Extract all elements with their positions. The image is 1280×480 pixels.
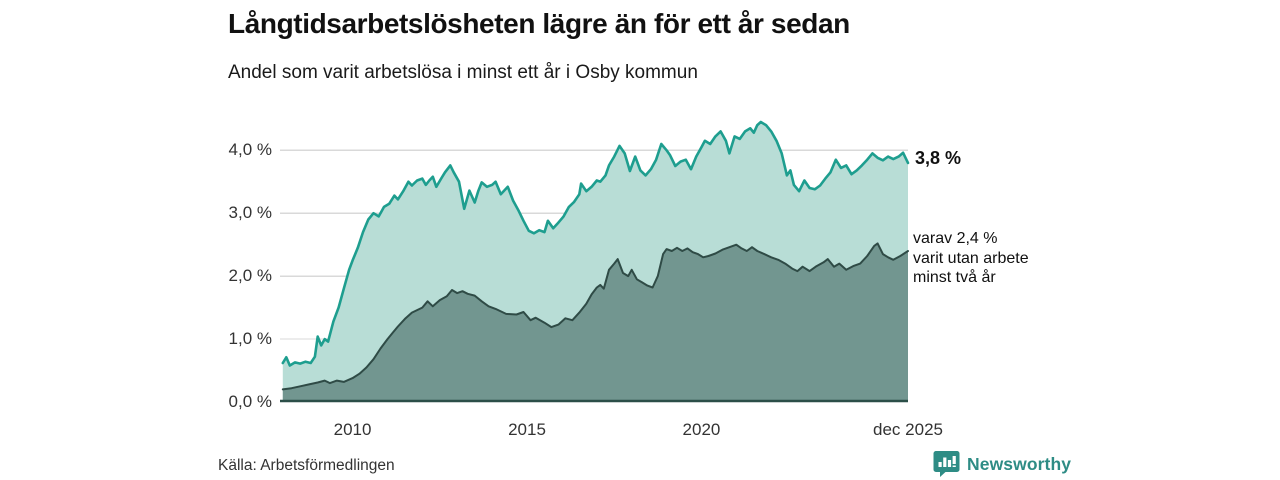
chart-subtitle: Andel som varit arbetslösa i minst ett å…	[228, 62, 698, 83]
x-axis: 2010 2015 2020 dec 2025	[280, 420, 943, 446]
y-tick-label: 2,0 %	[228, 266, 272, 286]
annotation-two-year-line: varav 2,4 %	[913, 230, 998, 247]
y-axis: 4,0 % 3,0 % 2,0 % 1,0 % 0,0 %	[198, 110, 272, 411]
source-label: Källa: Arbetsförmedlingen	[218, 457, 395, 474]
y-tick-label: 4,0 %	[228, 140, 272, 160]
y-tick-label: 0,0 %	[228, 392, 272, 411]
newsworthy-logo-text: Newsworthy	[967, 453, 1072, 474]
series-line-0	[281, 120, 910, 367]
annotation-latest-value: 3,8 %	[915, 148, 962, 168]
annotation-two-year-note: varav 2,4 % varit utan arbete minst två …	[913, 229, 1029, 288]
area-chart	[280, 120, 910, 403]
plot-area	[280, 110, 910, 403]
x-tick-label: 2020	[682, 420, 721, 439]
x-tick-label: 2010	[333, 420, 372, 439]
x-tick-label: dec 2025	[873, 420, 943, 439]
newsworthy-logo-icon	[933, 451, 960, 477]
y-tick-label: 1,0 %	[228, 329, 272, 349]
annotation-two-year-line: minst två år	[913, 269, 996, 286]
y-tick-label: 3,0 %	[228, 203, 272, 223]
series-line-1	[281, 242, 909, 391]
annotation-two-year-line: varit utan arbete	[913, 249, 1029, 267]
newsworthy-logo: Newsworthy	[933, 450, 1071, 478]
x-tick-label: 2015	[508, 420, 546, 439]
series-area-1	[282, 243, 908, 402]
chart-title: Långtidsarbetslösheten lägre än för ett …	[228, 8, 850, 39]
